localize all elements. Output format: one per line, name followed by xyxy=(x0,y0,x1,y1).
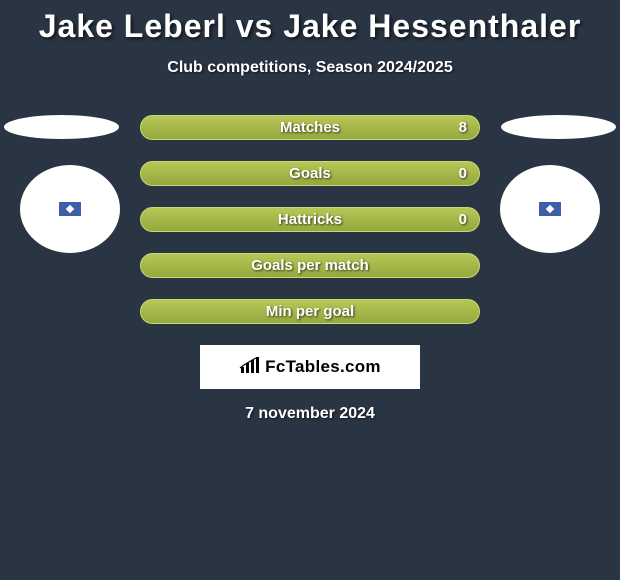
flag-icon xyxy=(539,202,561,216)
stat-row-min-per-goal: Min per goal xyxy=(140,299,480,324)
stat-row-matches: Matches 8 xyxy=(140,115,480,140)
flag-icon xyxy=(59,202,81,216)
page-subtitle: Club competitions, Season 2024/2025 xyxy=(0,59,620,77)
stat-value-right: 0 xyxy=(459,211,467,228)
stat-label: Matches xyxy=(280,119,340,136)
player-left-badge xyxy=(20,165,120,253)
stat-row-goals-per-match: Goals per match xyxy=(140,253,480,278)
stat-row-hattricks: Hattricks 0 xyxy=(140,207,480,232)
player-right-ellipse xyxy=(501,115,616,139)
bar-chart-icon xyxy=(239,357,261,378)
stat-label: Hattricks xyxy=(278,211,342,228)
stats-area: Matches 8 Goals 0 Hattricks 0 Goals per … xyxy=(0,115,620,423)
stat-label: Goals per match xyxy=(251,257,369,274)
date-text: 7 november 2024 xyxy=(0,405,620,423)
page-title: Jake Leberl vs Jake Hessenthaler xyxy=(0,0,620,45)
stat-label: Goals xyxy=(289,165,331,182)
brand-box[interactable]: FcTables.com xyxy=(200,345,420,389)
stat-value-right: 0 xyxy=(459,165,467,182)
stat-rows: Matches 8 Goals 0 Hattricks 0 Goals per … xyxy=(140,115,480,324)
brand-text: FcTables.com xyxy=(265,357,381,377)
player-right-badge xyxy=(500,165,600,253)
stat-value-right: 8 xyxy=(459,119,467,136)
stat-label: Min per goal xyxy=(266,303,354,320)
player-left-ellipse xyxy=(4,115,119,139)
stat-row-goals: Goals 0 xyxy=(140,161,480,186)
